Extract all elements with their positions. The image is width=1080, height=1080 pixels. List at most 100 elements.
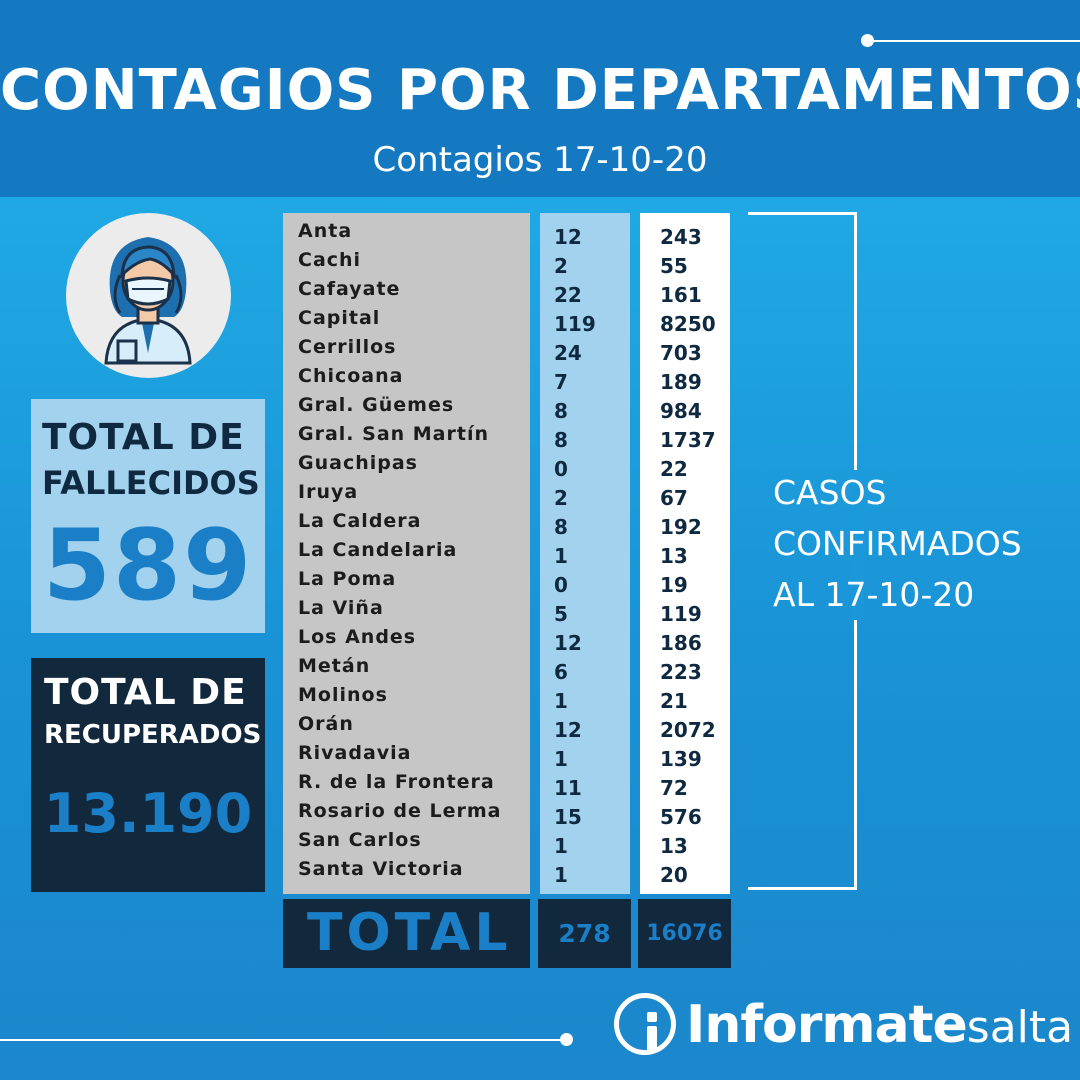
department-cases: 1737: [660, 428, 716, 452]
department-cases: 119: [660, 602, 702, 626]
department-name: La Candelaria: [298, 539, 458, 561]
department-cases: 67: [660, 486, 688, 510]
department-cases: 703: [660, 341, 702, 365]
brand-name-bold: Informate: [686, 995, 968, 1055]
fallecidos-title-line1: TOTAL DE: [42, 417, 245, 458]
department-deaths: 11: [554, 776, 582, 800]
department-cases: 223: [660, 660, 702, 684]
total-label-box: TOTAL: [283, 899, 530, 968]
department-deaths: 1: [554, 863, 568, 887]
department-cases: 139: [660, 747, 702, 771]
decorative-line-top: [868, 40, 1080, 42]
department-name: R. de la Frontera: [298, 771, 495, 793]
department-name: La Viña: [298, 597, 384, 619]
department-name: Cafayate: [298, 278, 401, 300]
brand-logo: Informatesalta: [612, 990, 1073, 1060]
department-deaths: 2: [554, 254, 568, 278]
department-deaths: 7: [554, 370, 568, 394]
department-cases: 189: [660, 370, 702, 394]
department-name: Metán: [298, 655, 371, 677]
department-name: Cachi: [298, 249, 362, 271]
department-cases: 161: [660, 283, 702, 307]
nurse-mask-icon: [66, 213, 231, 378]
header-band: [0, 0, 1080, 197]
total-cases-value: 16076: [646, 921, 723, 946]
total-cases-box: 16076: [638, 899, 731, 968]
department-deaths: 119: [554, 312, 596, 336]
department-deaths: 1: [554, 747, 568, 771]
department-name: Gral. Güemes: [298, 394, 455, 416]
page-title: CONTAGIOS POR DEPARTAMENTOS: [0, 58, 1080, 123]
recuperados-title-line2: RECUPERADOS: [44, 720, 262, 750]
department-name: San Carlos: [298, 829, 422, 851]
department-deaths: 1: [554, 689, 568, 713]
recuperados-title-line1: TOTAL DE: [44, 672, 247, 713]
department-name: Gral. San Martín: [298, 423, 489, 445]
department-deaths: 12: [554, 718, 582, 742]
department-name: Anta: [298, 220, 353, 242]
casos-label-line3: AL 17-10-20: [773, 575, 975, 614]
department-name: Capital: [298, 307, 381, 329]
fallecidos-panel: TOTAL DE FALLECIDOS 589: [31, 399, 265, 633]
department-deaths: 8: [554, 428, 568, 452]
total-deaths-value: 278: [558, 919, 611, 948]
department-name: La Caldera: [298, 510, 422, 532]
total-deaths-box: 278: [538, 899, 631, 968]
department-deaths: 8: [554, 515, 568, 539]
department-names-column: Anta Cachi Cafayate Capital Cerrillos Chicoan…: [283, 213, 530, 894]
department-deaths: 2: [554, 486, 568, 510]
department-deaths: 24: [554, 341, 582, 365]
department-cases: 55: [660, 254, 688, 278]
department-deaths: 12: [554, 225, 582, 249]
department-name: Rivadavia: [298, 742, 412, 764]
department-deaths: 15: [554, 805, 582, 829]
department-cases: 192: [660, 515, 702, 539]
department-name: Orán: [298, 713, 354, 735]
brand-name-light: salta: [966, 1002, 1074, 1053]
department-deaths: 5: [554, 602, 568, 626]
recuperados-value: 13.190: [43, 782, 253, 845]
decorative-dot-bottom: [560, 1033, 573, 1046]
casos-label-line1: CASOS: [773, 473, 887, 512]
page-subtitle: Contagios 17-10-20: [372, 140, 708, 180]
info-i-icon: [614, 993, 676, 1055]
department-cases: 8250: [660, 312, 716, 336]
department-cases: 186: [660, 631, 702, 655]
department-cases: 22: [660, 457, 688, 481]
department-cases: 72: [660, 776, 688, 800]
department-cases: 243: [660, 225, 702, 249]
department-deaths: 1: [554, 834, 568, 858]
department-cases: 19: [660, 573, 688, 597]
department-deaths: 12: [554, 631, 582, 655]
department-cases: 21: [660, 689, 688, 713]
department-deaths: 0: [554, 457, 568, 481]
department-cases-column: 243 55 161 8250 703 189 984 1737 22 67 192 13 19 119 1…: [640, 213, 730, 894]
brand-name: Informatesalta: [686, 994, 1073, 1059]
department-name: Los Andes: [298, 626, 417, 648]
department-deaths: 0: [554, 573, 568, 597]
fallecidos-title-line2: FALLECIDOS: [42, 464, 260, 502]
total-label: TOTAL: [307, 903, 512, 963]
decorative-dot-top: [861, 34, 874, 47]
department-deaths: 6: [554, 660, 568, 684]
department-name: Molinos: [298, 684, 388, 706]
department-cases: 576: [660, 805, 702, 829]
department-name: Rosario de Lerma: [298, 800, 502, 822]
bracket-gap: [850, 470, 864, 620]
recuperados-panel: TOTAL DE RECUPERADOS 13.190: [31, 658, 265, 892]
department-name: Cerrillos: [298, 336, 397, 358]
department-deaths: 8: [554, 399, 568, 423]
department-deaths-column: 12 2 22 119 24 7 8 8 0 2 8 1 0 5 12 6 1 12 1 11 15 1 1: [540, 213, 630, 894]
decorative-line-bottom: [0, 1039, 566, 1041]
department-name: Guachipas: [298, 452, 418, 474]
department-name: Santa Victoria: [298, 858, 464, 880]
department-name: Chicoana: [298, 365, 404, 387]
fallecidos-value: 589: [42, 509, 254, 623]
department-name: La Poma: [298, 568, 397, 590]
department-deaths: 1: [554, 544, 568, 568]
department-cases: 13: [660, 834, 688, 858]
department-deaths: 22: [554, 283, 582, 307]
department-cases: 984: [660, 399, 702, 423]
department-cases: 13: [660, 544, 688, 568]
department-name: Iruya: [298, 481, 359, 503]
